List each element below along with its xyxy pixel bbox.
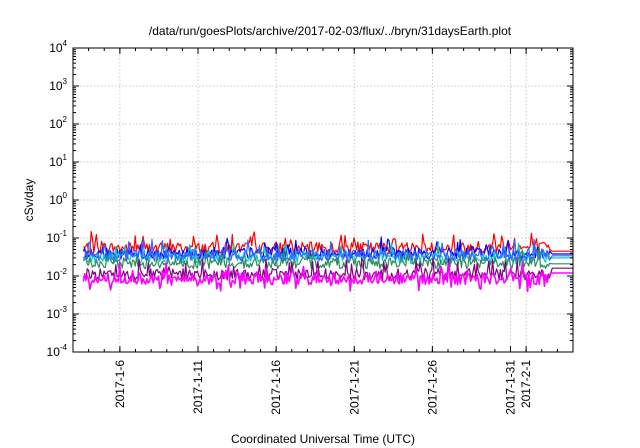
y-tick-label: 10-4 xyxy=(47,343,68,359)
series-lines xyxy=(82,231,573,293)
y-tick-label: 10-2 xyxy=(47,267,68,283)
y-tick-label: 10-1 xyxy=(47,229,68,245)
y-axis-label: cSv/day xyxy=(22,179,36,222)
y-tick-label: 100 xyxy=(49,191,67,207)
x-tick-label: 2017-1-31 xyxy=(504,360,518,415)
y-tick-label: 103 xyxy=(49,77,67,93)
x-axis-ticks: 2017-1-6 2017-1-11 2017-1-16 2017-1-21 2017-… xyxy=(88,48,558,415)
y-axis-ticks: 10-4 10-3 10-2 10-1 100 101 102 103 104 xyxy=(47,39,573,359)
x-tick-label: 2017-1-6 xyxy=(113,360,127,408)
x-tick-label: 2017-1-16 xyxy=(269,360,283,415)
y-tick-label: 102 xyxy=(49,115,67,131)
y-tick-label: 104 xyxy=(49,39,67,55)
series-line xyxy=(82,261,573,293)
x-tick-label: 2017-1-21 xyxy=(347,360,361,415)
x-axis-label: Coordinated Universal Time (UTC) xyxy=(231,432,415,446)
y-tick-label: 101 xyxy=(49,153,67,169)
x-tick-label: 2017-1-11 xyxy=(191,360,205,414)
series-line xyxy=(83,238,573,262)
y-tick-label: 10-3 xyxy=(47,305,68,321)
chart-title: /data/run/goesPlots/archive/2017-02-03/f… xyxy=(149,24,512,38)
x-tick-label: 2017-2-1 xyxy=(519,360,533,408)
grid-lines xyxy=(73,48,573,352)
x-tick-label: 2017-1-26 xyxy=(425,360,439,415)
